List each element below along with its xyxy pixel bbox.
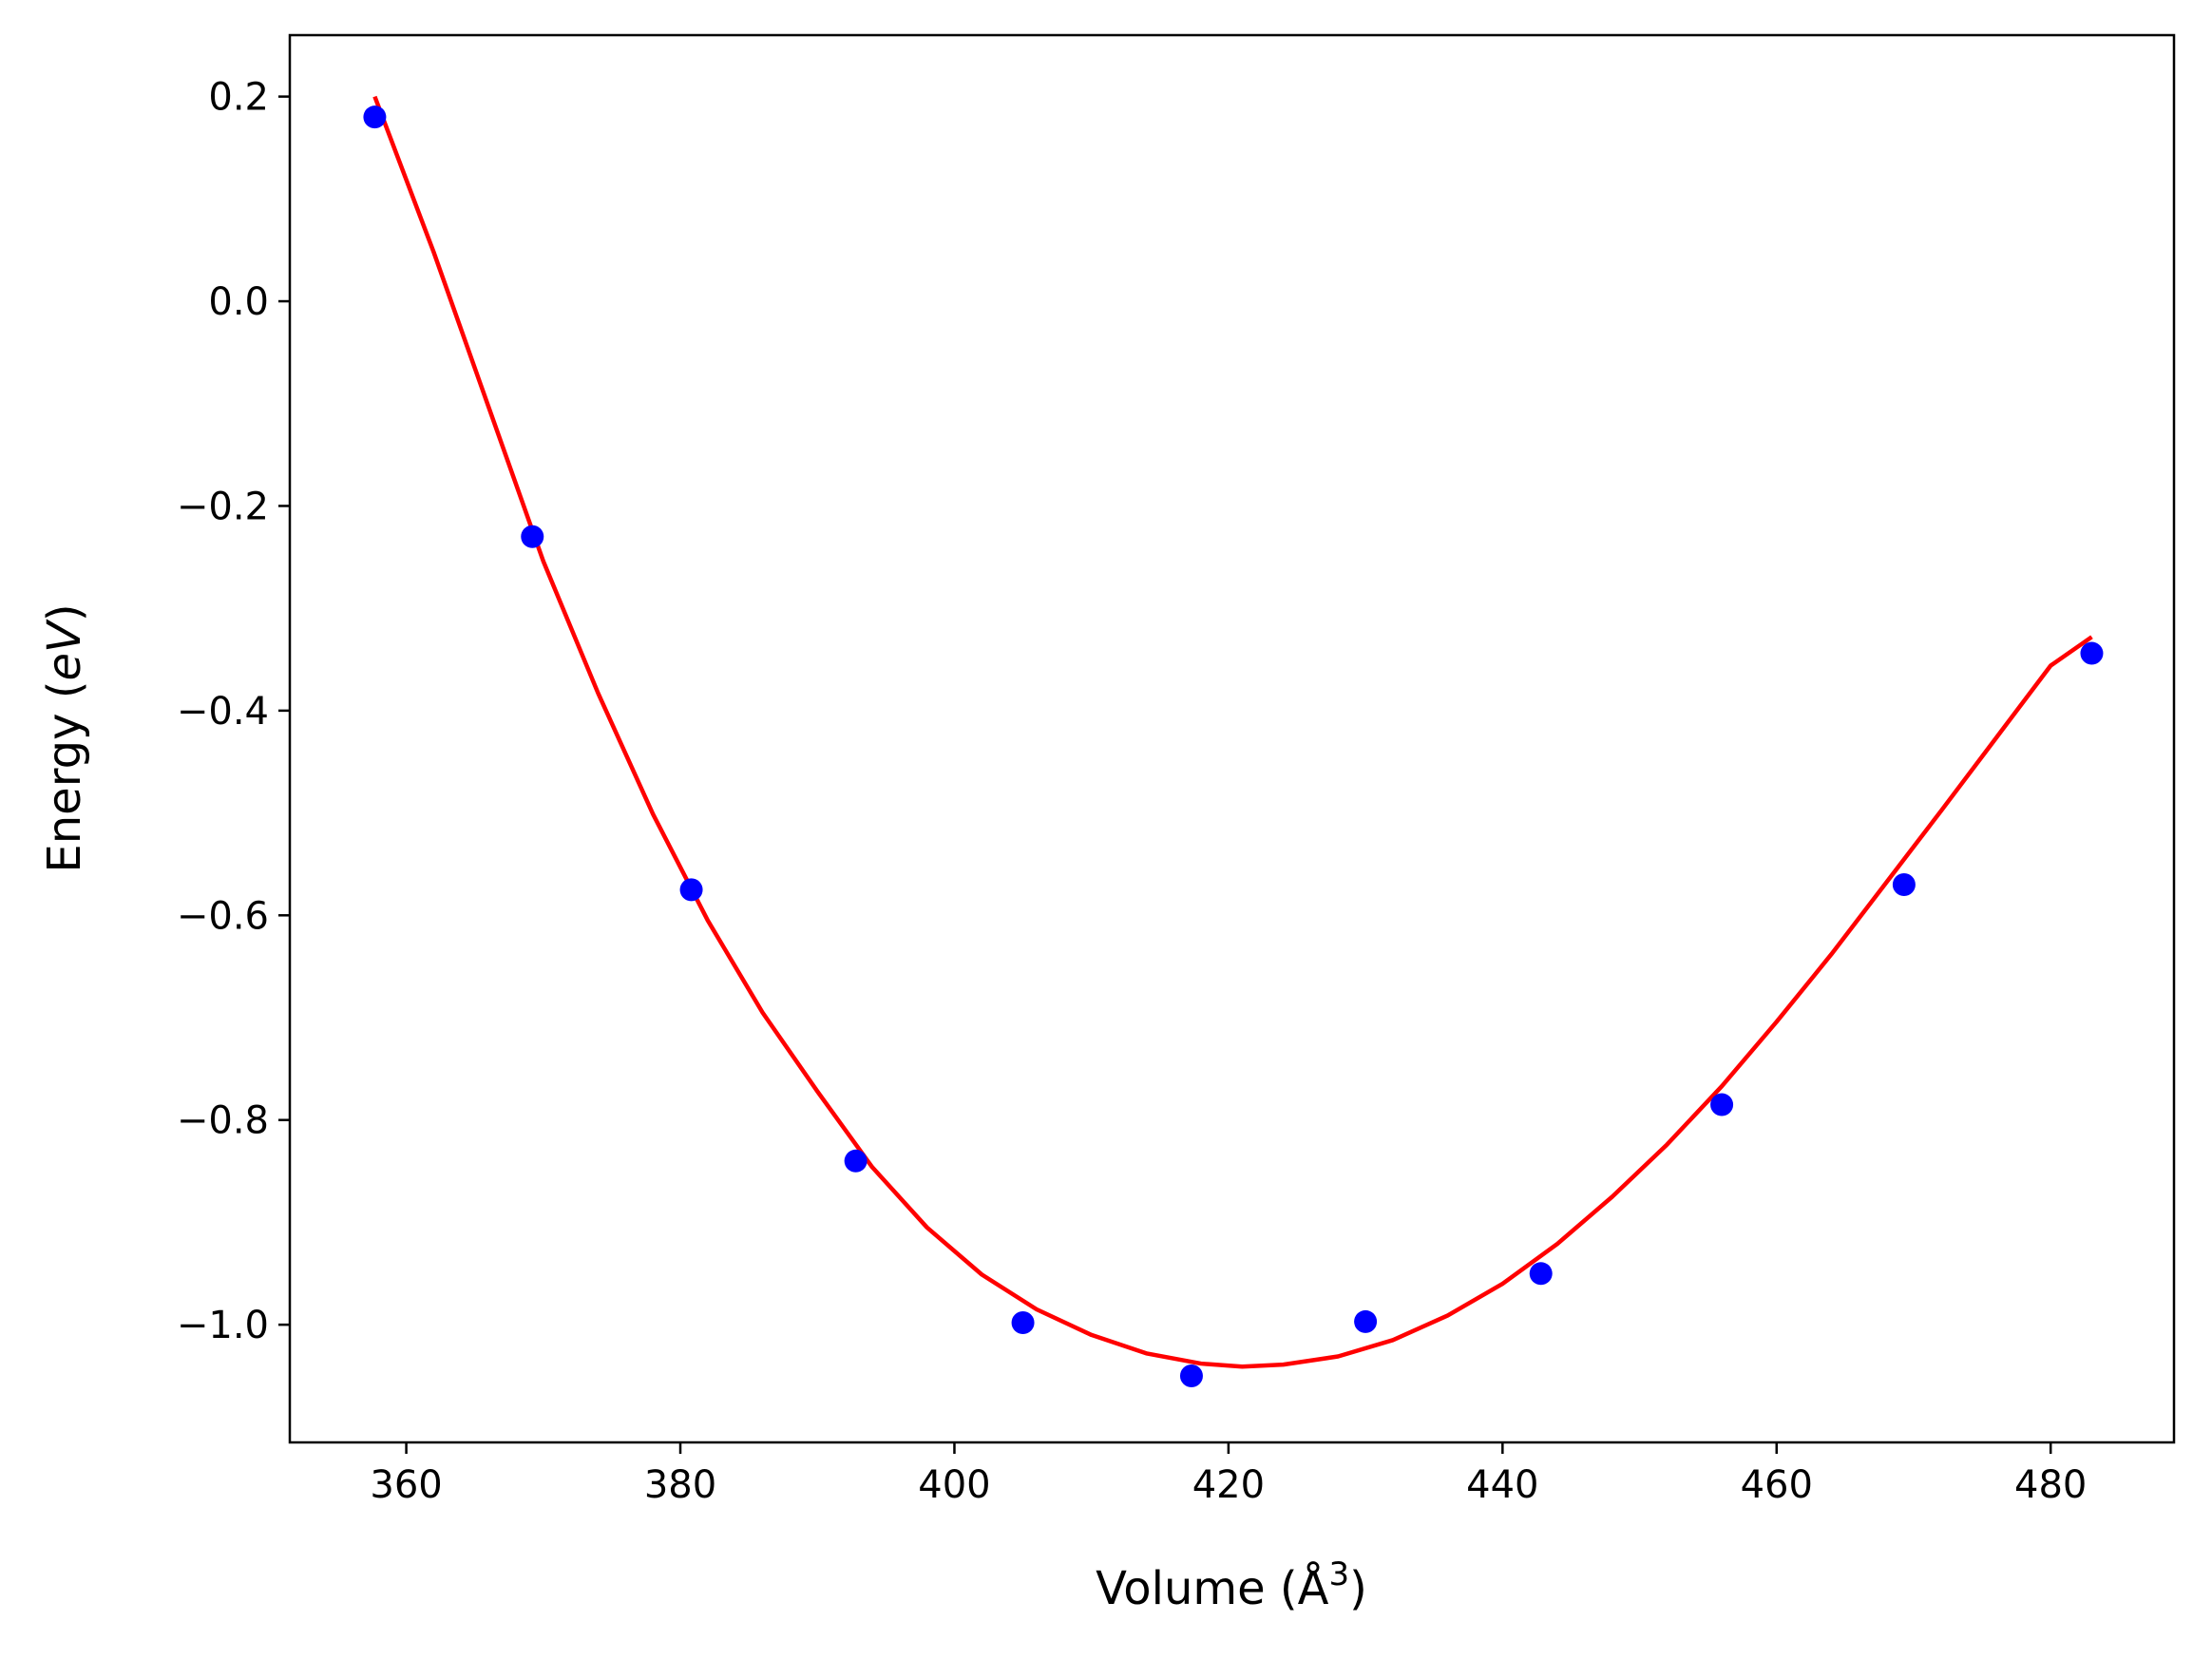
data-point [1354,1309,1378,1333]
plot-layer [363,95,2104,1387]
plot-frame [288,33,2176,1444]
y-axis-label-unit: eV [38,619,91,681]
data-point [521,525,544,548]
data-point [844,1149,868,1173]
y-axis-label: Energy (eV) [38,603,91,872]
data-point [1892,872,1916,896]
y-tick-label: −1.0 [177,1304,269,1347]
y-tick-label: 0.2 [208,76,269,120]
x-axis: 360 380 400 420 440 460 480 [370,1442,2087,1507]
y-tick-label: −0.2 [177,485,269,528]
data-point [2080,641,2104,665]
y-tick-label: −0.8 [177,1099,269,1143]
x-axis-label: Volume (Å3) [1096,1555,1367,1615]
y-axis: 0.2 0.0 −0.2 −0.4 −0.6 −0.8 −1.0 [177,76,290,1347]
fit-curve [372,95,2093,1369]
x-tick-label: 420 [1192,1463,1265,1507]
data-point [1011,1310,1035,1334]
x-tick-label: 440 [1466,1463,1538,1507]
x-tick-label: 380 [644,1463,716,1507]
x-tick-label: 400 [918,1463,990,1507]
data-point [1529,1262,1553,1286]
y-tick-label: 0.0 [208,280,269,324]
x-tick-label: 360 [370,1463,442,1507]
data-point [363,105,387,129]
y-tick-label: −0.4 [177,690,269,734]
y-tick-label: −0.6 [177,894,269,938]
data-point [1710,1093,1734,1116]
x-tick-label: 480 [2014,1463,2087,1507]
x-axis-label-superscript: 3 [1328,1555,1349,1593]
data-point [679,878,703,902]
x-tick-label: 460 [1741,1463,1813,1507]
data-point [1179,1364,1203,1387]
